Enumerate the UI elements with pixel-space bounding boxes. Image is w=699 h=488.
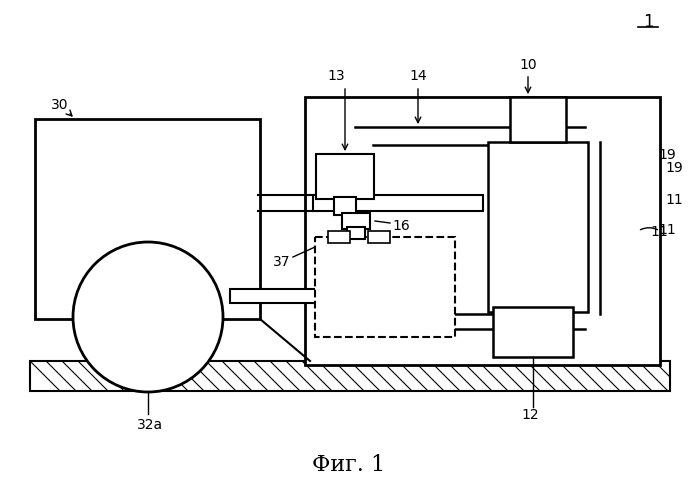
Text: 11: 11 (650, 224, 668, 239)
Text: 13: 13 (327, 69, 345, 83)
Text: 32a: 32a (137, 417, 163, 431)
Bar (30, 361, 670, 391)
Bar (368, 231, 390, 244)
Text: 11: 11 (658, 223, 676, 237)
Circle shape (73, 243, 223, 392)
Bar (510, 98, 566, 142)
Text: 1: 1 (642, 13, 654, 31)
Bar (35, 120, 260, 319)
Bar (315, 238, 455, 337)
Text: Фиг. 1: Фиг. 1 (312, 453, 386, 475)
Bar (328, 231, 350, 244)
Text: 37: 37 (273, 254, 290, 268)
Text: 11: 11 (665, 193, 683, 206)
Text: 30: 30 (51, 98, 69, 112)
Text: 12: 12 (521, 407, 539, 421)
Bar (230, 289, 330, 304)
Text: 10: 10 (519, 58, 537, 72)
Bar (488, 142, 588, 312)
Bar (305, 98, 660, 365)
Bar (342, 214, 370, 229)
Text: 14: 14 (409, 69, 427, 83)
Bar (313, 196, 483, 212)
Text: 19: 19 (665, 161, 683, 175)
Bar (316, 155, 374, 200)
Bar (347, 227, 365, 240)
Bar (493, 307, 573, 357)
Text: 16: 16 (392, 219, 410, 232)
Bar (334, 198, 356, 216)
Text: 19: 19 (658, 148, 676, 162)
